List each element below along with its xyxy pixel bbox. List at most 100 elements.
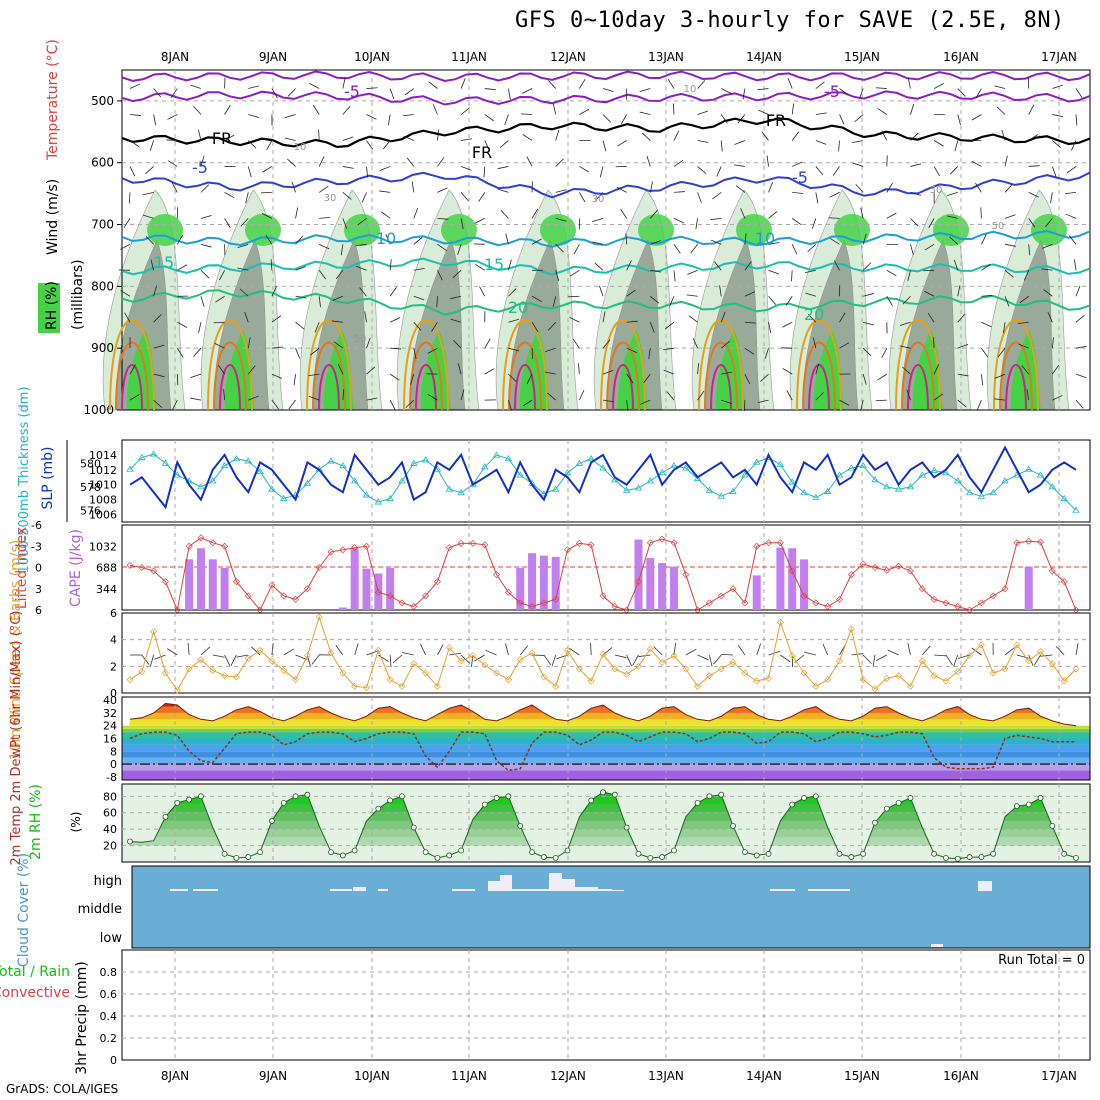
temp-contour-label: 10 — [376, 229, 396, 248]
lifted-index-point — [150, 567, 158, 575]
rh2m-point — [872, 819, 878, 826]
wind-barb — [1052, 395, 1063, 401]
wind-barb — [719, 285, 722, 297]
wind-barb — [620, 208, 627, 219]
temp-contour-label: -5 — [192, 158, 208, 177]
lifted-index-point — [315, 564, 323, 571]
upper-air-ylabel-units: (millibars) — [70, 259, 86, 330]
wind-barb — [390, 347, 402, 350]
wind-barb — [957, 313, 966, 323]
wind10m-point — [859, 676, 867, 684]
wind10m-barb — [1055, 645, 1065, 656]
wind-barb — [568, 295, 580, 298]
wind10m-barb — [212, 654, 225, 658]
cape-ylabel: CAPE (J/kg) — [68, 529, 84, 607]
wind-barb — [953, 259, 959, 271]
wind-barb — [687, 269, 698, 275]
rh-green-area — [834, 214, 870, 246]
wind-barb — [437, 243, 447, 251]
x-tick-top-8JAN: 8JAN — [161, 50, 189, 64]
wind-barb — [933, 393, 944, 401]
wind-barb — [839, 114, 845, 125]
lifted-index-point — [682, 571, 690, 579]
wind10m-point — [966, 652, 974, 660]
wind-barb — [177, 321, 188, 328]
wind-barb — [697, 140, 709, 143]
temp-contour-label: 10 — [294, 142, 307, 153]
wind-barb — [981, 347, 989, 358]
lifted-index-point — [776, 539, 784, 547]
wind-barb — [149, 140, 155, 152]
temp-band — [122, 751, 1090, 758]
wind-barb — [1028, 134, 1039, 141]
rh2m-point — [529, 849, 535, 856]
rh2m-point — [127, 838, 133, 845]
precip-ylabel-convective: Convective — [0, 985, 70, 1001]
wind-barb — [295, 348, 301, 359]
wind-barb — [508, 318, 520, 323]
wind-barb — [910, 163, 922, 167]
thickness-point — [516, 471, 524, 478]
wind-barb — [129, 166, 136, 177]
lifted-index-point — [232, 578, 240, 586]
thickness-point — [244, 457, 252, 464]
wind-barb — [190, 84, 202, 89]
x-tick-bottom-15JAN: 15JAN — [844, 1069, 880, 1083]
wind-barb — [460, 166, 472, 171]
thickness-point — [954, 477, 962, 484]
rh2m-point — [339, 852, 346, 859]
lifted-index-point — [422, 592, 430, 600]
wind-barb — [1045, 218, 1053, 228]
temp-contour-warm-0 — [796, 319, 842, 411]
wind-barb — [697, 390, 705, 401]
temp-band — [122, 744, 1090, 752]
x-tick-top-17JAN: 17JAN — [1041, 50, 1077, 64]
temp-contour-warm-0 — [600, 319, 646, 411]
wind10m-point — [445, 644, 453, 652]
rh2m-point — [671, 847, 677, 854]
upper-air-tick-500: 500 — [91, 94, 114, 108]
lifted-index-point — [398, 599, 406, 607]
wind-barb — [791, 218, 802, 226]
rh2m-point — [883, 805, 890, 812]
temp-contour-warm-2 — [121, 364, 143, 411]
lifted-index-point — [753, 542, 761, 550]
wind-barb — [975, 182, 982, 193]
temp-contour-warm-2 — [808, 364, 830, 411]
wind-barb — [342, 77, 346, 89]
lifted-index-point — [871, 564, 879, 571]
thickness-point — [551, 485, 560, 492]
wind-barb — [720, 114, 728, 124]
temp-contour-warm-2 — [219, 364, 241, 411]
wind-barb — [791, 131, 800, 141]
wind-barb — [877, 373, 888, 381]
wind10m-barb — [876, 654, 887, 661]
rh2m-point — [1037, 795, 1044, 801]
wind-barb — [782, 321, 793, 328]
rh2m-point — [848, 854, 855, 860]
wind-barb — [170, 88, 178, 98]
wind-barb — [153, 314, 162, 323]
wind-barb — [686, 294, 698, 297]
wind-barb — [975, 88, 982, 99]
temp-contour-warm-1 — [901, 341, 935, 411]
wind-barb — [927, 312, 935, 323]
cloud-high-bar — [193, 889, 218, 891]
wind-barb — [787, 78, 793, 89]
temp-contour-label: -5 — [824, 82, 840, 101]
thickness-ylabel: 1000-500mb Thickness (dm) — [17, 386, 32, 573]
rh2m-point — [1013, 803, 1020, 810]
x-tick-bottom-10JAN: 10JAN — [354, 1069, 390, 1083]
thickness-point — [729, 487, 737, 494]
wind10m-barb — [236, 654, 249, 658]
wind-barb — [1028, 218, 1036, 228]
wind-barb — [176, 347, 184, 358]
wind-barb — [200, 270, 210, 279]
lifted-index-point — [611, 602, 619, 610]
cape-bar — [1024, 566, 1033, 610]
wind10m-barb — [471, 654, 474, 667]
wind-barb — [1028, 192, 1039, 198]
wind-barb — [153, 399, 162, 408]
wind-barb — [766, 155, 769, 167]
wind-barb — [218, 364, 225, 375]
